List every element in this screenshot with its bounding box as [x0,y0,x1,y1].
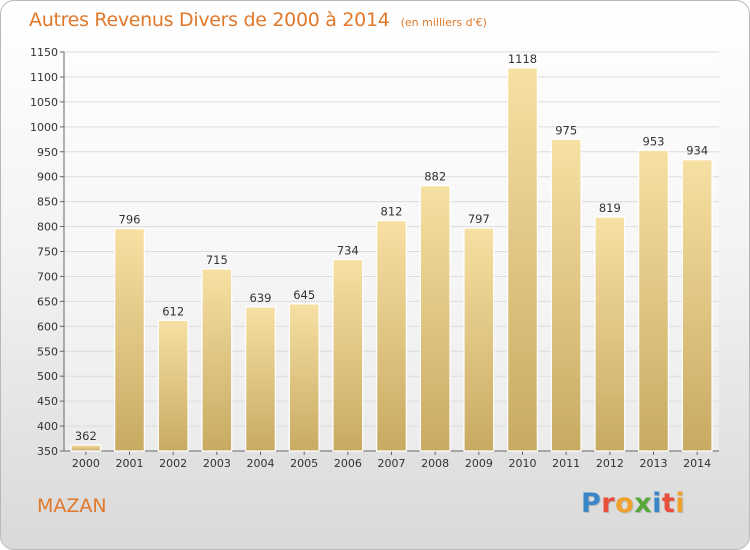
x-tick-label-2012: 2012 [596,457,624,470]
bar-2014 [681,159,713,452]
bar-2011 [550,138,582,452]
value-label-2007: 812 [381,205,403,219]
x-tick-label-2005: 2005 [290,457,318,470]
bar-2001 [114,227,145,452]
value-label-2011: 975 [555,123,577,137]
value-label-2006: 734 [337,243,359,257]
x-tick-label-2013: 2013 [640,457,668,470]
bar-2012 [594,216,626,452]
bar-2003 [201,268,233,452]
logo-letter: i [675,488,686,519]
x-tick-label-2009: 2009 [465,457,493,470]
chart-unit-note: (en milliers d'€) [400,16,487,29]
x-tick-label-2006: 2006 [334,457,362,470]
value-label-2012: 819 [599,201,621,215]
value-label-2009: 797 [468,212,490,226]
bar-2007 [376,219,407,452]
y-tick-label: 650 [37,295,58,308]
y-tick-label: 550 [37,345,58,358]
y-tick-label: 500 [37,370,58,383]
bar-2008 [419,185,451,452]
logo-letter: t [661,488,676,519]
y-tick-label: 600 [37,320,58,333]
value-label-2005: 645 [293,288,315,302]
bar-2009 [463,227,495,452]
y-tick-label: 1000 [30,121,58,134]
bar-2006 [332,258,364,452]
logo-letter: o [615,488,635,519]
chart-title-main: Autres Revenus Divers de 2000 à 2014 [29,9,390,31]
y-tick-label: 450 [37,395,58,408]
chart-title: Autres Revenus Divers de 2000 à 2014 (en… [29,9,487,31]
y-tick-label: 350 [37,445,58,458]
x-tick-label-2003: 2003 [203,457,231,470]
value-label-2013: 953 [643,134,665,148]
x-tick-label-2000: 2000 [72,457,100,470]
value-label-2001: 796 [119,213,141,227]
logo-letter: i [652,488,662,519]
y-tick-label: 1150 [30,46,58,59]
x-tick-label-2010: 2010 [509,457,537,470]
bar-2010 [507,67,538,452]
proxiti-logo: Proxiti [581,488,685,519]
x-tick-label-2002: 2002 [159,457,187,470]
value-label-2010: 1118 [508,52,537,66]
x-tick-label-2001: 2001 [116,457,144,470]
bar-2005 [288,303,320,452]
logo-letter: x [634,488,653,519]
labels: 362 796 612 715 639 645 734 812 882 797 1118 975 819… [75,52,708,443]
bar-2000 [70,444,102,452]
y-tick-label: 400 [37,420,58,433]
value-label-2000: 362 [75,429,97,443]
logo-letter: r [601,488,616,519]
value-label-2004: 639 [250,291,272,305]
value-label-2003: 715 [206,253,228,267]
commune-name: MAZAN [37,495,107,517]
x-tick-label-2008: 2008 [421,457,449,470]
y-tick-label: 700 [37,270,58,283]
y-tick-label: 850 [37,196,58,209]
logo-letter: P [581,488,602,519]
y-tick-label: 1100 [30,71,58,84]
y-tick-label: 1050 [30,96,58,109]
value-label-2014: 934 [686,144,708,158]
y-tick-label: 750 [37,246,58,259]
y-tick-label: 800 [37,221,58,234]
bar-2004 [245,306,276,452]
value-label-2008: 882 [424,170,446,184]
y-tick-label: 950 [37,146,58,159]
x-tick-label-2011: 2011 [552,457,580,470]
bar-2002 [157,319,189,452]
value-label-2002: 612 [162,304,184,318]
bars [70,67,713,452]
x-tick-label-2014: 2014 [683,457,711,470]
x-tick-label-2004: 2004 [247,457,275,470]
bar-2013 [638,149,669,452]
x-tick-label-2007: 2007 [378,457,406,470]
y-tick-label: 900 [37,171,58,184]
